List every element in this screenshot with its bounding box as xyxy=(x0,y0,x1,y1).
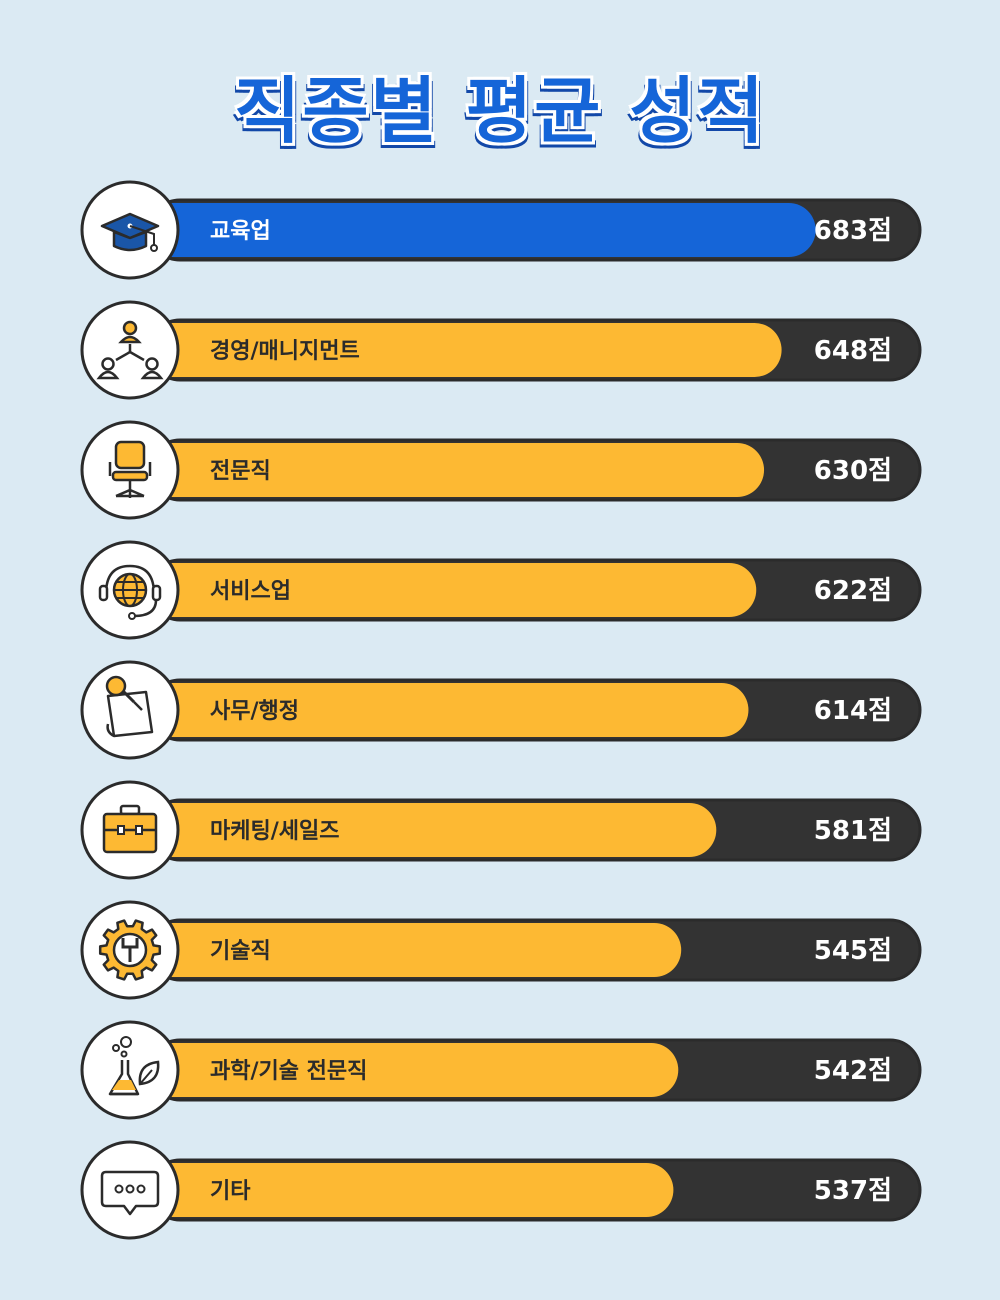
value-label: 648점 xyxy=(814,336,892,366)
chart-row: 전문직 630점 xyxy=(80,420,922,520)
category-label: 마케팅/세일즈 xyxy=(210,819,339,844)
category-label: 전문직 xyxy=(210,459,271,484)
pushpin-note-icon xyxy=(80,660,180,760)
category-label: 교육업 xyxy=(210,219,271,244)
chart-row: 기타 537점 xyxy=(80,1140,922,1240)
bar xyxy=(150,1043,679,1097)
bar xyxy=(150,203,816,257)
page-title: 직종별 평균 성적 xyxy=(233,68,766,155)
bar xyxy=(150,1163,674,1217)
category-label: 사무/행정 xyxy=(210,699,299,724)
office-chair-icon xyxy=(80,420,180,520)
chart-row: 서비스업 622점 xyxy=(80,540,922,640)
value-label: 630점 xyxy=(814,456,892,486)
category-label: 기술직 xyxy=(210,939,271,964)
value-label: 622점 xyxy=(814,576,892,606)
value-label: 683점 xyxy=(814,216,892,246)
flask-leaf-icon xyxy=(80,1020,180,1120)
chart-row: 사무/행정 614점 xyxy=(80,660,922,760)
org-chart-icon xyxy=(80,300,180,400)
category-label: 과학/기술 전문직 xyxy=(210,1059,367,1084)
bar xyxy=(150,803,717,857)
gear-wrench-icon xyxy=(80,900,180,1000)
value-label: 537점 xyxy=(814,1176,892,1206)
chart-row: 기술직 545점 xyxy=(80,900,922,1000)
value-label: 542점 xyxy=(814,1056,892,1086)
value-label: 581점 xyxy=(814,816,892,846)
category-label: 기타 xyxy=(210,1179,251,1204)
briefcase-icon xyxy=(80,780,180,880)
category-label: 서비스업 xyxy=(210,579,291,604)
bar xyxy=(150,323,782,377)
bar xyxy=(150,563,757,617)
value-label: 545점 xyxy=(814,936,892,966)
chart-row: 경영/매니지먼트 648점 xyxy=(80,300,922,400)
chart-row: 마케팅/세일즈 581점 xyxy=(80,780,922,880)
headset-globe-icon xyxy=(80,540,180,640)
bar xyxy=(150,683,749,737)
category-label: 경영/매니지먼트 xyxy=(210,339,360,364)
chart-row: 교육업 683점 xyxy=(80,180,922,280)
bar xyxy=(150,923,682,977)
bar xyxy=(150,443,765,497)
value-label: 614점 xyxy=(814,696,892,726)
graduation-cap-icon xyxy=(80,180,180,280)
chart-row: 과학/기술 전문직 542점 xyxy=(80,1020,922,1120)
speech-bubble-icon xyxy=(80,1140,180,1240)
